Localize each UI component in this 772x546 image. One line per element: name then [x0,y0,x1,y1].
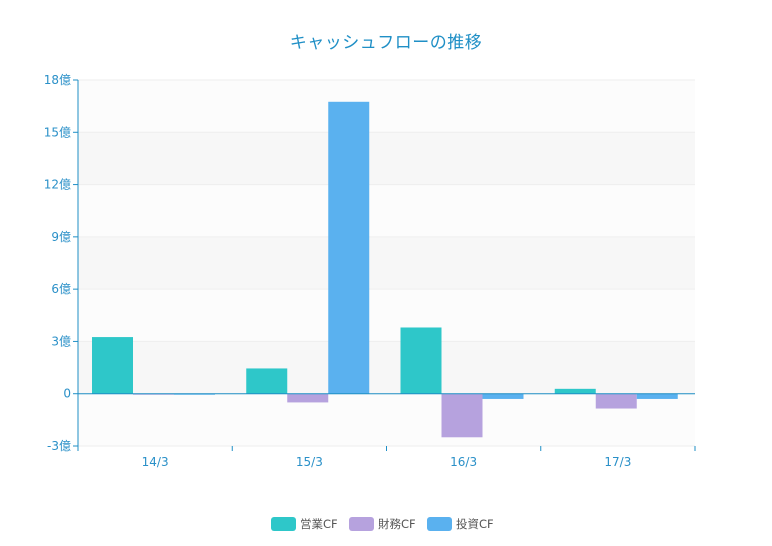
bar [595,393,637,409]
y-tick-label: 9億 [51,230,71,244]
y-tick-label: 15億 [44,125,71,139]
legend-label: 営業CF [300,517,338,531]
grid-band [78,184,695,237]
grid-band [78,80,695,133]
chart-title: キャッシュフローの推移 [289,33,483,53]
legend-label: 投資CF [456,517,494,531]
legend-swatch [271,517,296,531]
y-tick-label: -3億 [47,439,71,453]
legend-label: 財務CF [378,517,416,531]
bar [92,337,133,394]
y-tick-label: 12億 [44,178,71,192]
grid-band [78,393,695,446]
grid-band [78,341,695,394]
legend-item[interactable]: 財務CF [349,516,416,532]
bar [636,393,678,399]
grid-band [78,236,695,290]
bar [246,368,288,394]
bar [328,101,370,394]
grid-band [78,132,695,185]
legend-swatch [349,517,374,531]
legend: 営業CF 財務CF 投資CF [0,516,772,534]
bar [554,388,596,394]
bar [400,327,442,394]
bar [287,393,329,403]
legend-swatch [427,517,452,531]
x-tick-label: 17/3 [604,455,631,469]
y-tick-label: 3億 [51,334,71,348]
grid-band [78,289,695,342]
bar [441,393,483,438]
y-tick-label: 0 [63,387,71,401]
bar [482,393,524,399]
x-tick-label: 14/3 [142,455,169,469]
x-tick-label: 16/3 [450,455,477,469]
legend-item[interactable]: 投資CF [427,516,494,532]
x-tick-label: 15/3 [296,455,323,469]
y-tick-label: 6億 [51,282,71,296]
y-tick-label: 18億 [44,73,71,87]
legend-item[interactable]: 営業CF [271,516,338,532]
